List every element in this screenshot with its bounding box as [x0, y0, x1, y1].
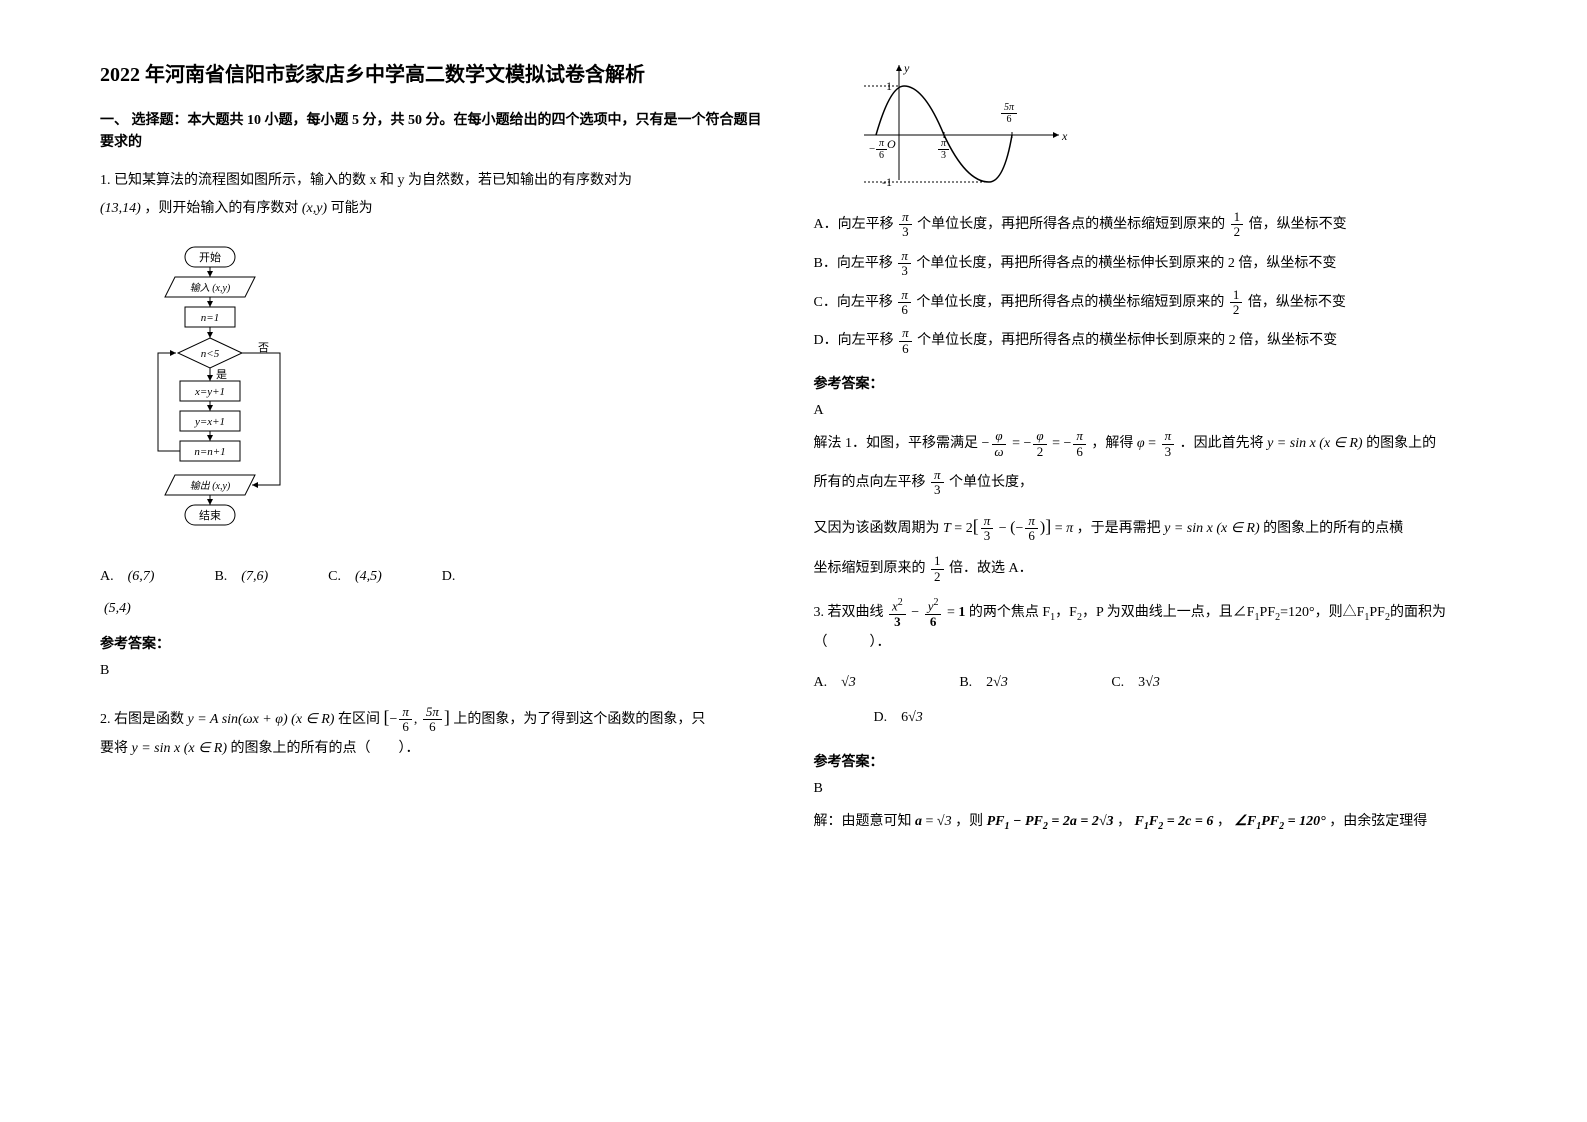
q2-mid2: 上的图象，为了得到这个函数的图象，只 [453, 712, 705, 727]
q1-option-c: C. (4,5) [328, 563, 382, 591]
q2-func: y = A sin(ωx + φ) (x ∈ R) [188, 712, 335, 727]
question-3: 3. 若双曲线 x23 − y26 = 1 的两个焦点 F1，F2，P 为双曲线… [814, 597, 1488, 657]
right-column: y x O 1 -1 − π6 π3 [814, 60, 1488, 846]
svg-text:n=1: n=1 [201, 312, 219, 324]
q2-explain-2: 所有的点向左平移 π3 个单位长度， [814, 468, 1488, 499]
q2-mid1: 在区间 [338, 712, 380, 727]
svg-text:是: 是 [216, 368, 227, 381]
q1-answer: B [100, 663, 774, 679]
left-column: 2022 年河南省信阳市彭家店乡中学高二数学文模拟试卷含解析 一、 选择题：本大… [100, 60, 774, 846]
q1-text-2: ，则开始输入的有序数对 [144, 201, 298, 216]
q1-answer-label: 参考答案： [100, 633, 774, 653]
q3-explain: 解：由题意可知 a = √3 ，则 PF1 − PF2 = 2a = 2√3 ，… [814, 807, 1488, 838]
q3-options: A. √3 B. 2√3 C. 3√3 D. 6√3 [814, 665, 1488, 735]
svg-text:y: y [903, 61, 910, 75]
q2-explain-3: 又因为该函数周期为 T = 2[π3 − (−π6)] = π ，于是再需把 y… [814, 507, 1488, 547]
q1-option-d: D. [442, 563, 470, 591]
svg-text:y=x+1: y=x+1 [194, 416, 225, 428]
svg-text:输出 (x,y): 输出 (x,y) [190, 480, 231, 492]
q2-answer-label: 参考答案： [814, 373, 1488, 393]
question-1: 1. 已知某算法的流程图如图所示，输入的数 x 和 y 为自然数，若已知输出的有… [100, 167, 774, 223]
svg-text:-1: -1 [882, 175, 892, 189]
q2-prefix: 2. 右图是函数 [100, 712, 184, 727]
q1-pair-in: (x,y) [302, 201, 327, 216]
question-2: 2. 右图是函数 y = A sin(ωx + φ) (x ∈ R) 在区间 [… [100, 699, 774, 763]
q3-option-c: C. 3√3 [1111, 665, 1160, 700]
svg-text:开始: 开始 [199, 250, 221, 264]
q2-option-a: A．向左平移 π3 个单位长度，再把所得各点的横坐标缩短到原来的 12 倍，纵坐… [814, 210, 1488, 241]
q3-answer-label: 参考答案： [814, 751, 1488, 771]
document-title: 2022 年河南省信阳市彭家店乡中学高二数学文模拟试卷含解析 [100, 60, 774, 90]
q3-option-b: B. 2√3 [959, 665, 1008, 700]
q1-option-b: B. (7,6) [214, 563, 268, 591]
q1-pair-out: (13,14) [100, 201, 141, 216]
q1-option-a: A. (6,7) [100, 563, 154, 591]
q1-options: A. (6,7) B. (7,6) C. (4,5) D. [100, 563, 774, 591]
section-1-heading: 一、 选择题：本大题共 10 小题，每小题 5 分，共 50 分。在每小题给出的… [100, 110, 774, 155]
svg-text:x: x [1061, 129, 1068, 143]
q2-graph: y x O 1 -1 − π6 π3 [844, 60, 1488, 195]
q1-flowchart: 开始 输入 (x,y) n=1 n<5 否 是 x= [140, 243, 774, 543]
q2-option-c: C．向左平移 π6 个单位长度，再把所得各点的横坐标缩短到原来的 12 倍，纵坐… [814, 288, 1488, 319]
q2-option-d: D．向左平移 π6 个单位长度，再把所得各点的横坐标伸长到原来的 2 倍，纵坐标… [814, 326, 1488, 357]
q2-explain-1: 解法 1．如图，平移需满足 −φω = −φ2 = −π6 ，解得 φ = π3… [814, 429, 1488, 460]
svg-text:输入 (x,y): 输入 (x,y) [190, 282, 231, 294]
q3-answer: B [814, 781, 1488, 797]
svg-text:n<5: n<5 [201, 348, 220, 360]
svg-text:结束: 结束 [199, 509, 221, 522]
q2-func2: y = sin x (x ∈ R) [132, 741, 228, 756]
q2-answer: A [814, 403, 1488, 419]
q2-explain-4: 坐标缩短到原来的 12 倍．故选 A． [814, 554, 1488, 585]
q3-option-a: A. √3 [814, 665, 856, 700]
flowchart-svg: 开始 输入 (x,y) n=1 n<5 否 是 x= [140, 243, 310, 538]
q1-text-3: 可能为 [331, 201, 373, 216]
svg-text:否: 否 [258, 342, 269, 354]
q1-option-d-value: (5,4) [104, 601, 774, 617]
q2-line2-suffix: 的图象上的所有的点（ ）． [231, 741, 420, 756]
q1-text-1: 1. 已知某算法的流程图如图所示，输入的数 x 和 y 为自然数，若已知输出的有… [100, 173, 632, 188]
svg-text:x=y+1: x=y+1 [194, 386, 225, 398]
q3-option-d: D. 6√3 [874, 700, 923, 735]
q2-option-b: B．向左平移 π3 个单位长度，再把所得各点的横坐标伸长到原来的 2 倍，纵坐标… [814, 249, 1488, 280]
q2-line2-prefix: 要将 [100, 741, 128, 756]
svg-text:n=n+1: n=n+1 [194, 446, 225, 458]
